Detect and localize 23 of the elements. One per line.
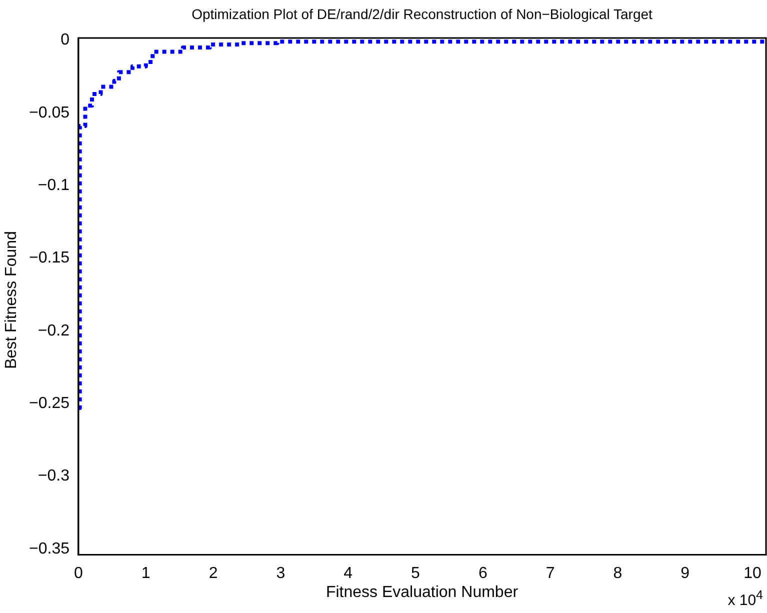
x-tick-label: 1 [141, 564, 150, 582]
y-tick-label: −0.2 [38, 322, 70, 340]
y-tick-label: −0.3 [38, 468, 70, 485]
y-tick-label: −0.1 [38, 176, 70, 194]
y-tick-label: −0.25 [29, 395, 70, 412]
x-tick-label: 3 [276, 564, 286, 582]
y-tick-label: 0 [60, 32, 70, 49]
text: x 10$^{4}$ [728, 588, 763, 609]
x-tick-label: 0 [74, 564, 84, 582]
x-tick-label: 7 [546, 564, 555, 582]
x-tick-label: 4 [344, 564, 353, 582]
x-tick-label: 8 [613, 564, 622, 582]
x-tick-label: 9 [680, 564, 690, 582]
chart-title: Optimization Plot of DE/rand/2/dir Reconstruction of Non−Biological Target [190, 6, 654, 22]
x-tick-label: 5 [411, 564, 420, 582]
x-tick-label: 6 [478, 564, 488, 582]
y-axis-title: Best Fitness Found [3, 231, 21, 369]
y-tick-label: −0.35 [29, 540, 70, 558]
x-tick-label: 2 [208, 564, 218, 582]
x-axis-title: Fitness Evaluation Number [326, 584, 518, 601]
y-tick-label: −0.15 [29, 250, 70, 267]
y-tick-label: −0.05 [29, 104, 70, 122]
x-tick-label: 10 [744, 564, 762, 582]
